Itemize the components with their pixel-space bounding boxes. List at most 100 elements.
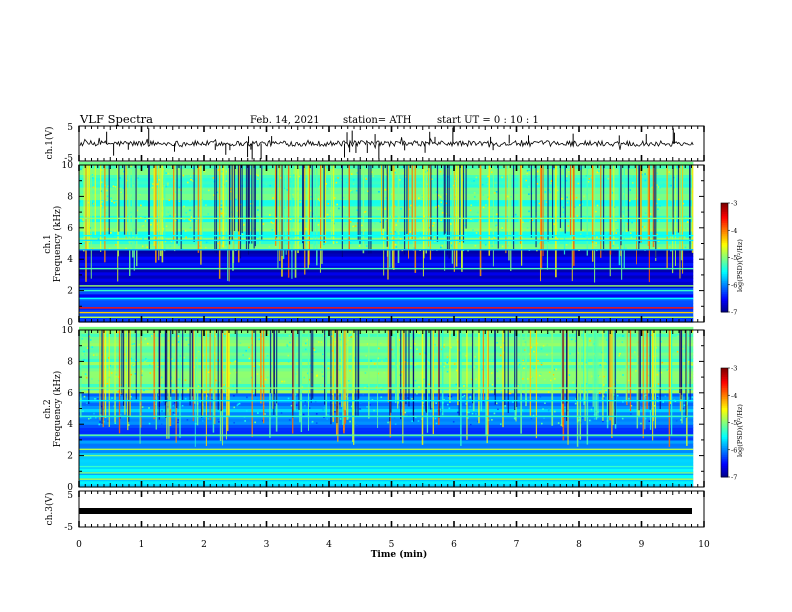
spec-speckle xyxy=(602,420,604,423)
spec-speckle xyxy=(567,225,570,227)
spec-sferic xyxy=(337,330,339,442)
spec-dark-column xyxy=(382,165,384,229)
spec-speckle xyxy=(263,197,265,200)
spec-speckle xyxy=(356,172,359,174)
spec-speckle xyxy=(156,183,158,186)
spec-sferic xyxy=(294,330,296,411)
spec-speckle xyxy=(232,385,235,388)
spec-speckle xyxy=(570,338,573,341)
spec-speckle xyxy=(338,207,340,210)
spec-speckle xyxy=(527,378,529,380)
spec-speckle xyxy=(656,373,659,376)
spec-sferic xyxy=(441,330,444,416)
spec-speckle xyxy=(229,361,231,364)
spec-dark-column xyxy=(580,165,582,231)
spec-speckle xyxy=(440,208,442,210)
spec-speckle xyxy=(82,219,84,221)
spec-speckle xyxy=(493,221,496,224)
spec-speckle xyxy=(383,238,386,240)
spec-sferic xyxy=(583,330,585,406)
spec-speckle xyxy=(189,175,192,178)
spec-sferic xyxy=(391,165,394,270)
spec-speckle xyxy=(364,210,367,213)
spec-speckle xyxy=(103,385,106,387)
spec-speckle xyxy=(273,214,275,217)
spec-speckle xyxy=(606,360,608,363)
spec-speckle xyxy=(238,402,241,405)
spec-speckle xyxy=(630,236,633,239)
spec-dark-column xyxy=(507,330,509,414)
colorbar-segment xyxy=(721,438,728,442)
spec-speckle xyxy=(134,372,137,375)
x-axis-tick-labels: 0 1 2 3 4 5 6 7 8 9 10 xyxy=(76,540,710,550)
spec-speckle xyxy=(335,181,338,184)
spec-dark-column xyxy=(471,330,474,404)
spec-speckle xyxy=(530,376,533,379)
spec-sferic xyxy=(669,330,672,405)
spec-speckle xyxy=(603,375,605,378)
spec-speckle xyxy=(440,219,443,222)
spec-speckle xyxy=(490,171,493,174)
spec-speckle xyxy=(404,411,407,414)
ch1-spec-ticks xyxy=(78,164,705,323)
spec-sferic xyxy=(558,165,560,247)
spec-speckle xyxy=(501,228,504,230)
spec-speckle xyxy=(286,227,289,230)
spec-speckle xyxy=(265,183,268,186)
spec-sferic xyxy=(252,165,254,250)
spec-speckle xyxy=(568,242,571,244)
spec-speckle xyxy=(469,396,472,399)
spec-dark-column xyxy=(302,165,305,250)
spec-speckle xyxy=(254,421,256,424)
spec-speckle xyxy=(418,205,421,207)
spec-speckle xyxy=(130,211,132,214)
spec-speckle xyxy=(660,340,662,343)
spec-speckle xyxy=(522,378,524,380)
spec-dark-column xyxy=(689,165,691,253)
spec-sferic xyxy=(576,330,579,423)
spec-speckle xyxy=(326,418,328,420)
spec-speckle xyxy=(432,224,434,227)
spec-speckle xyxy=(274,404,277,406)
spec-speckle xyxy=(452,187,455,189)
spec-speckle xyxy=(118,188,121,190)
header-station: station= ATH xyxy=(343,115,412,126)
spec-band xyxy=(79,265,694,270)
spec-sferic xyxy=(153,165,156,247)
spec-speckle xyxy=(174,219,177,222)
spec-speckle xyxy=(379,342,382,345)
spec-speckle xyxy=(603,401,605,403)
spec-speckle xyxy=(567,331,570,334)
spec-speckle xyxy=(88,335,91,338)
spec-speckle xyxy=(625,247,627,249)
spec-speckle xyxy=(691,330,693,333)
spec-speckle xyxy=(676,350,679,353)
spec-speckle xyxy=(509,392,512,395)
spec-sferic xyxy=(352,330,354,443)
spec-speckle xyxy=(149,372,152,374)
spec-speckle xyxy=(683,344,686,347)
spec-speckle xyxy=(359,402,362,404)
spec-dark-column xyxy=(298,330,300,410)
spec-sferic xyxy=(571,165,573,282)
spec-speckle xyxy=(517,385,519,387)
spec-speckle xyxy=(338,368,340,371)
spec-sferic xyxy=(104,165,106,263)
spec-speckle xyxy=(491,383,494,386)
spec-speckle xyxy=(366,343,369,345)
spec-speckle xyxy=(655,202,658,205)
spec-band xyxy=(79,230,694,235)
spec-sferic xyxy=(612,330,614,426)
spec-sferic xyxy=(411,165,414,240)
spec-narrowband-line xyxy=(79,415,694,418)
spec-speckle xyxy=(204,417,206,419)
spec-dark-column xyxy=(551,165,554,238)
spec-sferic xyxy=(139,330,141,444)
spec-speckle xyxy=(249,203,252,205)
spec-narrowband-line xyxy=(79,465,694,468)
spec-speckle xyxy=(294,393,297,396)
spec-speckle xyxy=(468,411,470,414)
spec-speckle xyxy=(499,423,502,425)
spec-speckle xyxy=(125,394,128,397)
spec-band xyxy=(79,427,694,432)
